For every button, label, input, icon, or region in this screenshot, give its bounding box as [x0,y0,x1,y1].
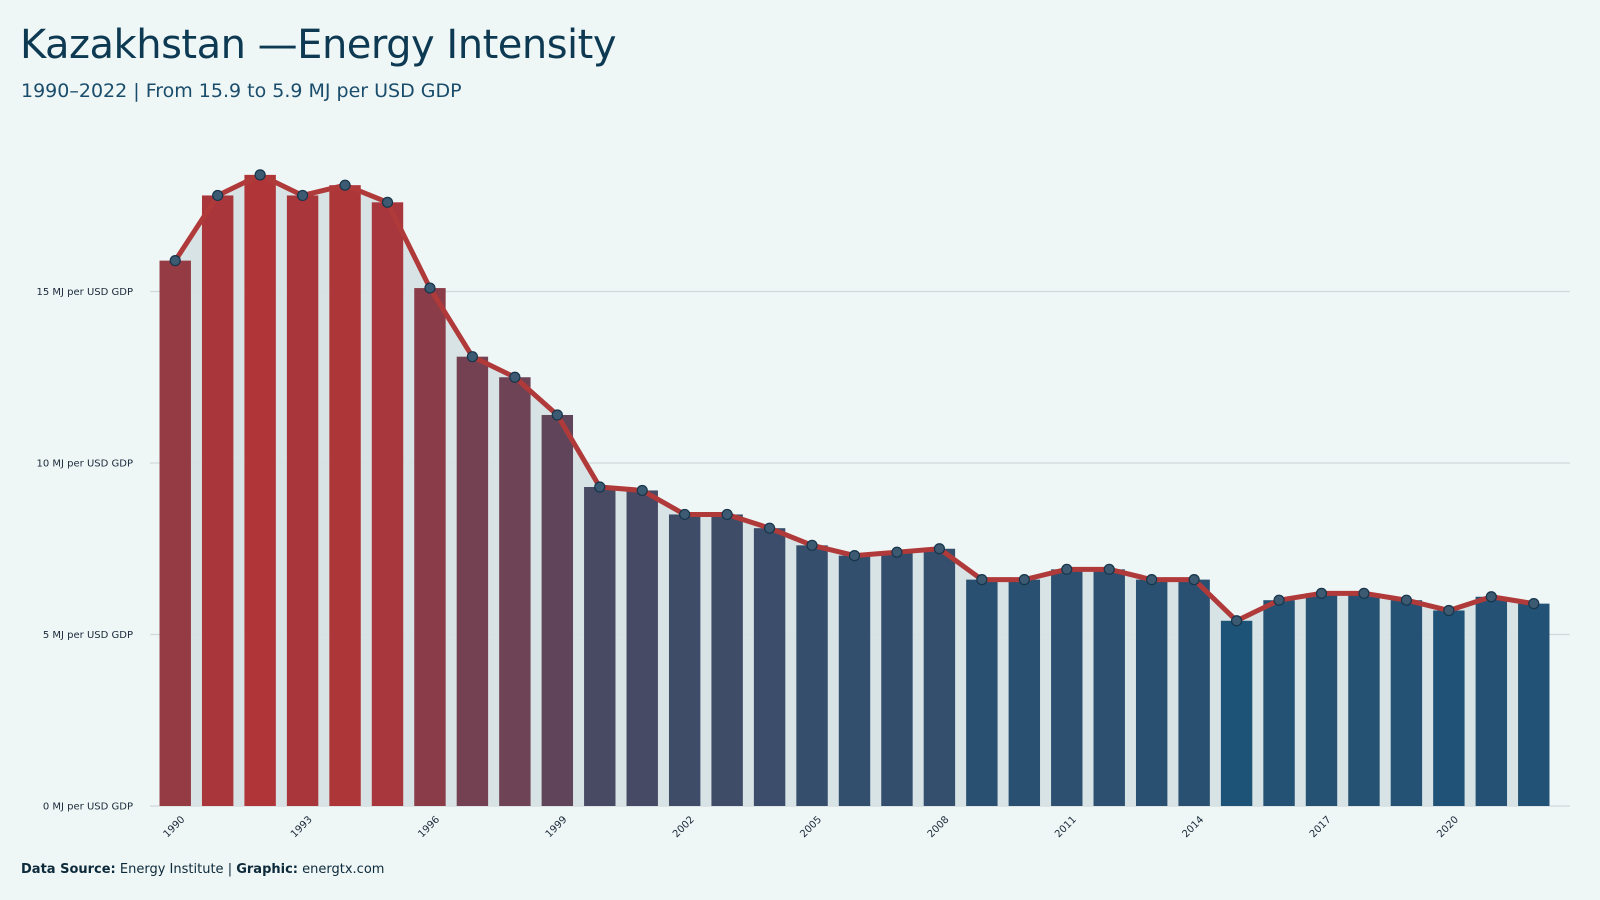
point-2015 [1230,615,1243,627]
bar-2021 [1475,596,1508,806]
bar-2000 [584,487,616,806]
footer-credits: Data Source: Energy Institute | Graphic:… [21,862,384,877]
x-tick-label: 2020 [1435,814,1461,840]
y-axis: 0 MJ per USD GDP 5 MJ per USD GDP 10 MJ pe… [37,287,133,813]
bar-2020 [1433,610,1465,806]
point-2003 [721,508,733,521]
point-2017 [1315,587,1328,599]
page-title: Kazakhstan —Energy Intensity [20,22,617,68]
point-2004 [763,522,776,534]
y-tick-label: 5 MJ per USD GDP [43,630,133,641]
point-1996 [424,282,436,294]
point-2022 [1528,598,1540,610]
bar-1992 [244,174,276,806]
x-axis: 1990 1993 1996 1999 2002 2005 2008 2011 2014 2017… [162,814,1461,840]
point-1991 [212,189,224,202]
point-2016 [1273,594,1285,606]
x-tick-label: 2002 [671,814,697,840]
point-2000 [594,481,606,493]
bar-2013 [1135,579,1168,806]
footer-separator: | [227,862,233,877]
bar-1995 [371,202,404,806]
point-2019 [1400,594,1413,606]
point-2008 [933,543,946,555]
point-1998 [509,371,521,383]
bar-2002 [668,514,701,806]
point-2012 [1103,563,1115,575]
bar-2006 [838,555,871,806]
bar-2004 [753,528,786,806]
bar-1998 [499,377,531,806]
graphic-label: Graphic: [236,862,298,877]
x-tick-label: 1990 [162,814,188,840]
point-2020 [1443,604,1455,617]
bar-1994 [329,185,361,807]
point-2001 [636,484,648,497]
bar-2011 [1051,569,1083,806]
x-tick-label: 1996 [416,814,442,840]
point-1993 [296,189,309,202]
energy-intensity-chart: 0 MJ per USD GDP 5 MJ per USD GDP 10 MJ pe… [37,169,1570,840]
bar-2001 [626,490,658,806]
bar-2009 [966,579,998,806]
point-layer [169,169,1540,627]
bar-2010 [1008,579,1041,806]
x-tick-label: 2011 [1053,814,1079,840]
bar-1993 [286,195,319,806]
point-2021 [1485,591,1497,603]
x-tick-label: 1999 [544,814,570,840]
bar-1990 [159,260,191,806]
bar-2018 [1348,593,1380,806]
y-tick-label: 0 MJ per USD GDP [43,802,133,813]
bar-2019 [1390,600,1423,806]
point-2002 [679,508,691,521]
bar-2016 [1263,600,1295,806]
point-2018 [1358,587,1370,599]
bar-layer [159,174,1550,807]
bar-1999 [541,414,574,806]
x-tick-label: 2014 [1180,814,1206,840]
point-2014 [1188,574,1200,586]
bar-2008 [923,548,956,806]
point-1990 [169,255,181,267]
page-subtitle: 1990–2022 | From 15.9 to 5.9 MJ per USD … [21,80,462,102]
bar-2014 [1178,579,1210,806]
point-2007 [891,546,903,558]
point-1994 [339,179,351,191]
point-2006 [848,550,861,562]
bar-1997 [456,356,489,806]
bar-2017 [1305,593,1338,806]
bar-2012 [1093,569,1125,806]
point-1995 [381,196,394,208]
bar-1991 [201,195,234,806]
point-2009 [976,574,988,586]
graphic-value: energtx.com [302,862,385,877]
point-2010 [1018,574,1030,586]
bar-2022 [1518,603,1550,806]
point-1997 [466,351,479,363]
point-1999 [551,409,563,421]
y-tick-label: 15 MJ per USD GDP [37,287,133,298]
bar-2007 [881,552,913,806]
x-tick-label: 2008 [926,814,952,840]
x-tick-label: 1993 [289,814,315,840]
source-value: Energy Institute [119,862,224,877]
point-2013 [1146,574,1158,586]
bar-2005 [796,545,828,806]
x-tick-label: 2017 [1308,814,1334,840]
bar-2015 [1220,620,1253,806]
point-2011 [1061,563,1073,575]
point-2005 [806,539,818,551]
bar-2003 [711,514,743,806]
x-tick-label: 2005 [798,814,824,840]
y-tick-label: 10 MJ per USD GDP [37,459,133,470]
bar-1996 [414,288,446,806]
source-label: Data Source: [21,862,116,877]
point-1992 [254,169,266,181]
